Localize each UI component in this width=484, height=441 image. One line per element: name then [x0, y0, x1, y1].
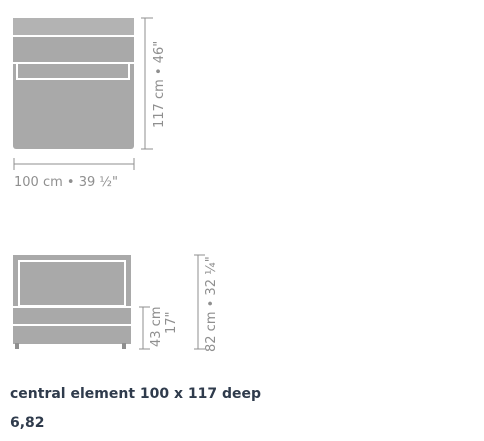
top-view-depth-dimension: 117 cm • 46"	[141, 17, 167, 150]
product-code: 6,82	[10, 415, 45, 431]
front-view-total-height-label: 82 cm • 32 ¼"	[204, 256, 219, 352]
top-view-depth-label: 117 cm • 46"	[152, 41, 167, 128]
front-view-backrest	[13, 255, 131, 308]
top-view-width-dimension: 100 cm • 39 ½"	[13, 158, 135, 190]
front-view-total-height-dimension: 82 cm • 32 ¼"	[194, 254, 219, 352]
top-view: 117 cm • 46" 100 cm • 39 ½"	[13, 17, 167, 190]
front-view-seat-height-dimension: 43 cm 17"	[139, 306, 179, 350]
front-view-seat	[13, 307, 131, 324]
front-view-foot-left	[15, 343, 19, 349]
top-view-seat	[13, 18, 134, 149]
front-view: 43 cm 17" 82 cm • 32 ¼"	[13, 254, 219, 352]
top-view-width-label: 100 cm • 39 ½"	[14, 175, 118, 190]
front-view-foot-right	[122, 343, 126, 349]
top-view-backrest	[13, 18, 134, 36]
front-view-base	[13, 325, 131, 344]
front-view-seat-height-in: 17"	[164, 311, 179, 334]
product-title: central element 100 x 117 deep	[10, 386, 262, 402]
front-view-seat-height-cm: 43 cm	[149, 307, 164, 348]
